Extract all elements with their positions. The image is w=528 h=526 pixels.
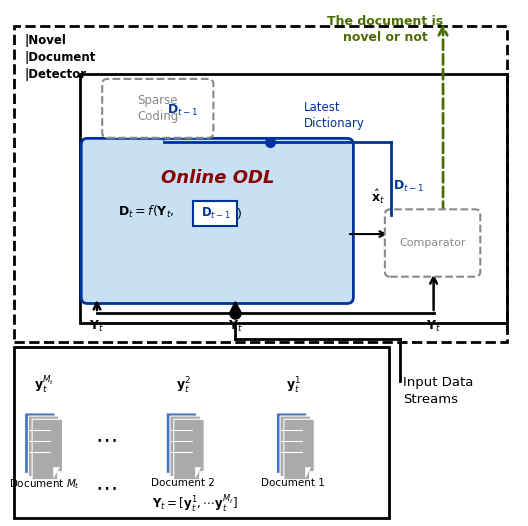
Text: Latest
Dictionary: Latest Dictionary xyxy=(304,101,364,130)
Polygon shape xyxy=(195,468,200,477)
Polygon shape xyxy=(174,419,204,480)
Polygon shape xyxy=(57,471,62,480)
Text: Sparse
Coding: Sparse Coding xyxy=(137,94,178,123)
Text: $\hat{\mathbf{x}}_{t}$: $\hat{\mathbf{x}}_{t}$ xyxy=(371,188,384,206)
Text: Comparator: Comparator xyxy=(399,238,466,248)
Text: $\mathbf{Y}_{t}$: $\mathbf{Y}_{t}$ xyxy=(228,319,243,335)
Polygon shape xyxy=(29,416,59,477)
Polygon shape xyxy=(25,413,55,473)
Polygon shape xyxy=(53,468,59,477)
Text: $\mathbf{Y}_t=[\mathbf{y}_t^1,\cdots\mathbf{y}_t^{M_t}]$: $\mathbf{Y}_t=[\mathbf{y}_t^1,\cdots\mat… xyxy=(152,493,238,514)
Text: $\mathbf{D}_{t-1}$: $\mathbf{D}_{t-1}$ xyxy=(167,103,199,118)
Text: Document 1: Document 1 xyxy=(261,478,325,488)
FancyBboxPatch shape xyxy=(102,79,213,138)
Text: $\mathbf{D}_{t-1}$: $\mathbf{D}_{t-1}$ xyxy=(393,179,424,194)
Text: Input Data
Streams: Input Data Streams xyxy=(403,376,474,406)
Polygon shape xyxy=(305,468,310,477)
Text: Online ODL: Online ODL xyxy=(161,169,275,187)
Text: $\cdots$: $\cdots$ xyxy=(95,478,117,498)
Text: $\mathbf{Y}_{t}$: $\mathbf{Y}_{t}$ xyxy=(426,319,441,335)
Text: Document 2: Document 2 xyxy=(151,478,215,488)
Polygon shape xyxy=(50,464,55,473)
Polygon shape xyxy=(280,416,310,477)
Text: $\cdots$: $\cdots$ xyxy=(95,429,117,449)
Text: Document $M_t$: Document $M_t$ xyxy=(9,478,80,491)
FancyBboxPatch shape xyxy=(193,201,238,226)
FancyBboxPatch shape xyxy=(81,138,353,304)
Polygon shape xyxy=(276,413,307,473)
Polygon shape xyxy=(166,413,196,473)
Polygon shape xyxy=(301,464,307,473)
Text: $\mathbf{D}_{t}=f(\mathbf{Y}_{t},$: $\mathbf{D}_{t}=f(\mathbf{Y}_{t},$ xyxy=(118,204,175,220)
Text: $\mathbf{y}_{t}^{1}$: $\mathbf{y}_{t}^{1}$ xyxy=(286,376,300,396)
Text: The document is
novel or not: The document is novel or not xyxy=(327,15,444,44)
Polygon shape xyxy=(32,419,62,480)
Polygon shape xyxy=(309,471,314,480)
Polygon shape xyxy=(199,471,204,480)
Text: |Novel
|Document
|Detector: |Novel |Document |Detector xyxy=(25,34,96,81)
Polygon shape xyxy=(170,416,200,477)
Polygon shape xyxy=(191,464,196,473)
Text: $\mathbf{D}_{t-1}$: $\mathbf{D}_{t-1}$ xyxy=(201,206,230,221)
Polygon shape xyxy=(284,419,314,480)
Text: $\mathbf{y}_{t}^{M_t}$: $\mathbf{y}_{t}^{M_t}$ xyxy=(34,375,55,396)
Text: $\mathbf{y}_{t}^{2}$: $\mathbf{y}_{t}^{2}$ xyxy=(175,376,191,396)
FancyBboxPatch shape xyxy=(385,209,480,277)
Text: $)$: $)$ xyxy=(236,206,242,221)
Text: $\mathbf{Y}_{t}$: $\mathbf{Y}_{t}$ xyxy=(89,319,105,335)
